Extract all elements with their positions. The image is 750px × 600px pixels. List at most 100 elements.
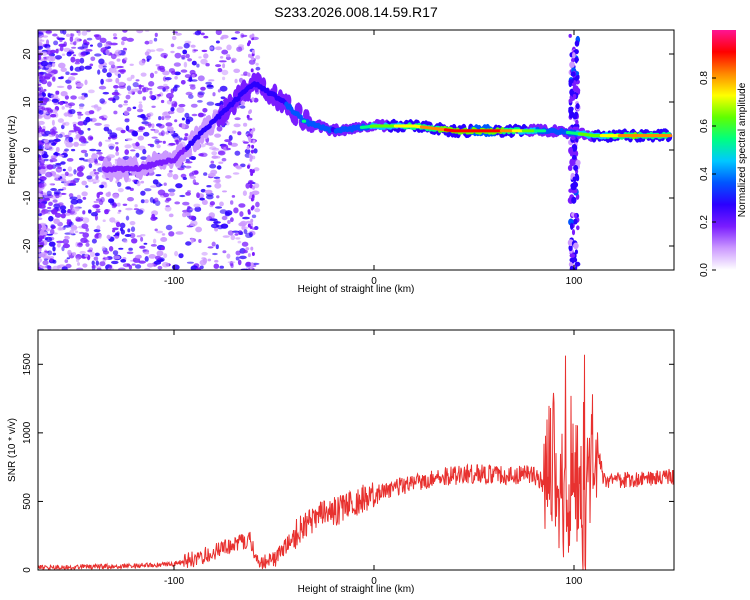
spectrogram-noise-mark (191, 79, 198, 82)
spectrogram-noise-mark (140, 156, 148, 161)
spectrogram-noise-mark (184, 212, 191, 217)
spectrogram-noise-mark (174, 71, 181, 76)
spectrogram-noise-mark (155, 182, 162, 188)
spectrogram-noise-mark (50, 113, 57, 118)
spectrogram-noise-mark (213, 176, 221, 179)
spectrogram-noise-mark (79, 135, 86, 141)
spectrogram-noise-mark (115, 142, 119, 145)
spectrogram-noise-mark (52, 33, 58, 37)
spectrogram-noise-mark (39, 229, 45, 236)
spectrogram-noise-mark (75, 218, 84, 222)
spectrogram-noise-mark (96, 149, 102, 152)
spectrogram-noise-mark (251, 49, 255, 54)
spectrogram-noise-mark (58, 133, 63, 138)
spectrogram-noise-mark (127, 197, 134, 202)
spectrogram-noise-mark (57, 242, 61, 248)
spectrogram-noise-mark (51, 119, 55, 126)
spectrogram-noise-mark (77, 31, 81, 36)
spectrogram-noise-mark (126, 77, 133, 82)
spectrogram-noise-mark (74, 37, 80, 43)
spectrogram-noise-mark (164, 77, 172, 81)
spectrogram-noise-mark (251, 190, 260, 196)
spectrogram-noise-mark (55, 166, 63, 173)
spectrogram-noise-mark (216, 126, 223, 132)
spectrogram-noise-mark (112, 193, 120, 199)
spectrogram-noise-mark (231, 37, 238, 40)
spectrogram-x-tick-label: 0 (371, 276, 377, 287)
spectrogram-noise-mark (158, 132, 164, 136)
spectrogram-noise-mark (141, 121, 149, 125)
spectrogram-noise-mark (111, 91, 120, 96)
spectrogram-noise-mark (153, 37, 158, 42)
spectrogram-noise-mark (250, 68, 254, 73)
spectrogram-noise-mark (237, 259, 242, 266)
spectrogram-noise-mark (130, 226, 136, 232)
spectrogram-noise-mark (200, 86, 206, 91)
spectrogram-noise-mark (143, 242, 148, 245)
spectrogram-noise-mark (121, 41, 125, 46)
spectrogram-noise-mark (255, 66, 261, 71)
spectrogram-noise-mark (87, 127, 91, 131)
spectrogram-noise-mark (38, 83, 42, 87)
spectrogram-noise-mark (218, 60, 227, 63)
spectrogram-noise-mark (250, 246, 254, 251)
spectrogram-noise-mark (42, 260, 49, 266)
spectrogram-burst-mark (573, 79, 577, 87)
spectrogram-burst-mark (571, 154, 577, 160)
spectrogram-noise-mark (215, 206, 222, 209)
spectrogram-noise-mark (68, 193, 74, 198)
spectrogram-noise-mark (108, 136, 111, 140)
spectrogram-noise-mark (250, 149, 254, 154)
spectrogram-noise-mark (91, 264, 96, 269)
spectrogram-noise-mark (156, 144, 161, 149)
spectrogram-noise-mark (46, 164, 54, 170)
spectrogram-noise-mark (47, 250, 53, 256)
spectrogram-noise-mark (41, 169, 46, 173)
spectrogram-noise-mark (158, 124, 165, 129)
spectrogram-noise-mark (45, 171, 53, 178)
spectrogram-noise-mark (67, 131, 72, 136)
spectrogram-noise-mark (51, 62, 56, 68)
spectrogram-noise-mark (197, 100, 203, 103)
spectrogram-noise-mark (70, 224, 78, 231)
spectrogram-noise-mark (113, 85, 119, 89)
spectrogram-noise-mark (245, 232, 253, 238)
spectrogram-noise-mark (190, 44, 196, 48)
spectrogram-noise-mark (230, 200, 234, 205)
spectrogram-noise-mark (142, 96, 146, 101)
spectrogram-noise-mark (87, 249, 93, 253)
spectrogram-noise-mark (82, 210, 86, 215)
spectrogram-noise-mark (102, 91, 110, 95)
spectrogram-noise-mark (185, 53, 190, 59)
spectrogram-noise-mark (52, 265, 60, 270)
spectrogram-noise-mark (154, 197, 159, 203)
spectrogram-noise-mark (44, 197, 51, 201)
snr-series-line (38, 354, 674, 570)
spectrogram-noise-mark (243, 141, 249, 144)
spectrogram-noise-mark (75, 257, 80, 263)
spectrogram-noise-mark (159, 67, 166, 72)
spectrogram-noise-mark (211, 147, 220, 151)
spectrogram-noise-mark (46, 190, 52, 197)
spectrogram-noise-mark (206, 185, 212, 188)
spectrogram-noise-mark (66, 33, 70, 37)
spectrogram-noise-mark (248, 154, 252, 158)
spectrogram-burst-mark (572, 218, 578, 225)
spectrogram-noise-mark (53, 203, 61, 209)
spectrogram-noise-mark (226, 253, 231, 259)
spectrogram-noise-mark (144, 199, 149, 204)
spectrogram-noise-mark (60, 154, 65, 157)
colorbar-label: Normalized spectral amplitude (737, 82, 748, 217)
spectrogram-noise-mark (210, 160, 215, 164)
spectrogram-noise-mark (149, 72, 155, 79)
spectrogram-noise-mark (166, 126, 174, 132)
spectrogram-noise-mark (116, 202, 121, 207)
spectrogram-burst-mark (571, 229, 576, 236)
spectrogram-noise-mark (185, 161, 193, 164)
spectrogram-noise-mark (250, 172, 254, 176)
spectrogram-noise-mark (234, 31, 241, 34)
spectrogram-noise-mark (150, 185, 158, 188)
spectrogram-noise-mark (161, 233, 166, 236)
spectrogram-noise-mark (133, 131, 138, 137)
